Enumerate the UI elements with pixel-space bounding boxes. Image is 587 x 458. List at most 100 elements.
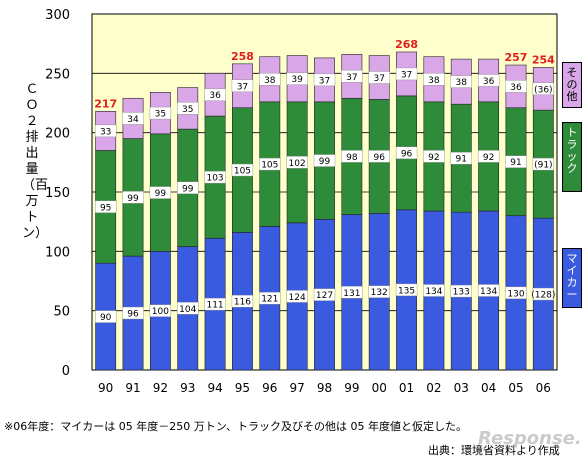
data-label-box bbox=[395, 283, 418, 297]
data-label: 105 bbox=[261, 161, 278, 171]
x-tick-label: 96 bbox=[262, 381, 277, 395]
data-label: 96 bbox=[127, 310, 139, 320]
data-label-box bbox=[231, 163, 254, 177]
data-label: 92 bbox=[428, 153, 439, 163]
data-label: 132 bbox=[371, 288, 388, 298]
data-label: 130 bbox=[507, 289, 524, 299]
data-label-box bbox=[368, 71, 390, 84]
footnote: ※06年度：マイカーは 05 年度－250 万トン、トラック及びその他は 05 … bbox=[4, 420, 468, 433]
total-label: 257 bbox=[504, 51, 527, 64]
data-label: 91 bbox=[456, 155, 467, 165]
data-label: 99 bbox=[319, 157, 331, 167]
data-label-box bbox=[532, 82, 555, 95]
total-label: 217 bbox=[94, 97, 117, 110]
source-note: 出典：環境省資料より作成 bbox=[428, 444, 560, 457]
data-label: 39 bbox=[291, 75, 303, 85]
data-label-box bbox=[149, 304, 172, 317]
data-label: 38 bbox=[456, 78, 468, 88]
data-label-box bbox=[477, 74, 500, 87]
data-label-box bbox=[149, 186, 172, 199]
x-tick-label: 98 bbox=[317, 381, 332, 395]
data-label-box bbox=[450, 284, 472, 298]
data-label-box bbox=[149, 106, 172, 120]
data-label-box bbox=[395, 67, 418, 81]
data-label-box bbox=[423, 150, 445, 163]
data-label-box bbox=[94, 200, 117, 214]
data-label-box bbox=[122, 191, 144, 204]
x-tick-label: 94 bbox=[207, 381, 222, 395]
x-tick-label: 90 bbox=[98, 381, 113, 395]
data-label-box bbox=[122, 112, 144, 125]
data-label: 96 bbox=[401, 149, 413, 159]
data-label: 121 bbox=[261, 295, 278, 305]
data-label: 36 bbox=[510, 83, 522, 93]
data-label: 91 bbox=[510, 158, 521, 168]
x-tick-label: 03 bbox=[454, 381, 469, 395]
data-label: 37 bbox=[346, 73, 357, 83]
data-label-box bbox=[341, 70, 363, 83]
data-label-box bbox=[259, 157, 281, 171]
data-label-box bbox=[423, 284, 445, 297]
data-label: 35 bbox=[155, 110, 166, 120]
data-label-box bbox=[313, 288, 336, 301]
data-label-box bbox=[477, 284, 500, 297]
y-tick-label: 0 bbox=[62, 364, 70, 379]
x-tick-label: 95 bbox=[235, 381, 250, 395]
y-tick-label: 250 bbox=[45, 67, 70, 82]
data-label-box bbox=[204, 170, 226, 184]
data-label-box bbox=[395, 146, 418, 160]
data-label-box bbox=[204, 88, 226, 101]
data-label: 98 bbox=[346, 153, 358, 163]
data-label: 37 bbox=[401, 70, 412, 80]
data-label: 116 bbox=[234, 298, 251, 308]
y-tick-label: 300 bbox=[45, 8, 70, 23]
data-label-box bbox=[341, 286, 363, 299]
data-label-box bbox=[450, 75, 472, 88]
data-label-box bbox=[341, 150, 363, 163]
data-label-box bbox=[231, 79, 254, 92]
data-label: 103 bbox=[206, 174, 223, 184]
total-label: 254 bbox=[532, 53, 555, 66]
x-tick-label: 92 bbox=[153, 381, 168, 395]
data-label: 133 bbox=[453, 288, 470, 298]
data-label: 102 bbox=[289, 159, 306, 169]
data-label: 38 bbox=[428, 76, 440, 86]
data-label: 134 bbox=[425, 287, 442, 297]
data-label: (91) bbox=[534, 161, 552, 171]
y-tick-label: 50 bbox=[53, 305, 70, 320]
x-tick-label: 00 bbox=[372, 381, 387, 395]
data-label-box bbox=[423, 73, 445, 86]
x-tick-label: 06 bbox=[536, 381, 551, 395]
y-tick-label: 200 bbox=[45, 127, 70, 142]
data-label-box bbox=[286, 72, 308, 85]
data-label-box bbox=[122, 306, 144, 320]
data-label-box bbox=[231, 294, 254, 308]
total-label: 268 bbox=[395, 38, 418, 51]
data-label-box bbox=[477, 150, 500, 163]
data-label-box bbox=[532, 157, 555, 171]
x-tick-label: 01 bbox=[399, 381, 414, 395]
data-label: 36 bbox=[209, 91, 221, 101]
data-label: (128) bbox=[531, 291, 555, 301]
data-label-box bbox=[505, 80, 527, 93]
x-tick-label: 05 bbox=[508, 381, 523, 395]
data-label-box bbox=[313, 73, 336, 87]
legend-mycar: マイカー bbox=[562, 248, 582, 308]
watermark: Response. bbox=[478, 428, 582, 449]
data-label: 135 bbox=[398, 286, 415, 296]
data-label: 37 bbox=[237, 82, 248, 92]
data-label: 37 bbox=[373, 74, 384, 84]
data-label: 33 bbox=[100, 127, 111, 137]
data-label: 92 bbox=[483, 153, 494, 163]
data-label-box bbox=[259, 292, 281, 305]
data-label: 38 bbox=[264, 76, 276, 86]
data-label-box bbox=[177, 302, 199, 315]
x-tick-label: 91 bbox=[125, 381, 140, 395]
data-label: 105 bbox=[234, 167, 251, 177]
y-tick-label: 150 bbox=[45, 186, 70, 201]
data-label: 36 bbox=[483, 77, 495, 87]
data-label: 37 bbox=[319, 76, 330, 86]
data-label: 34 bbox=[127, 115, 139, 125]
